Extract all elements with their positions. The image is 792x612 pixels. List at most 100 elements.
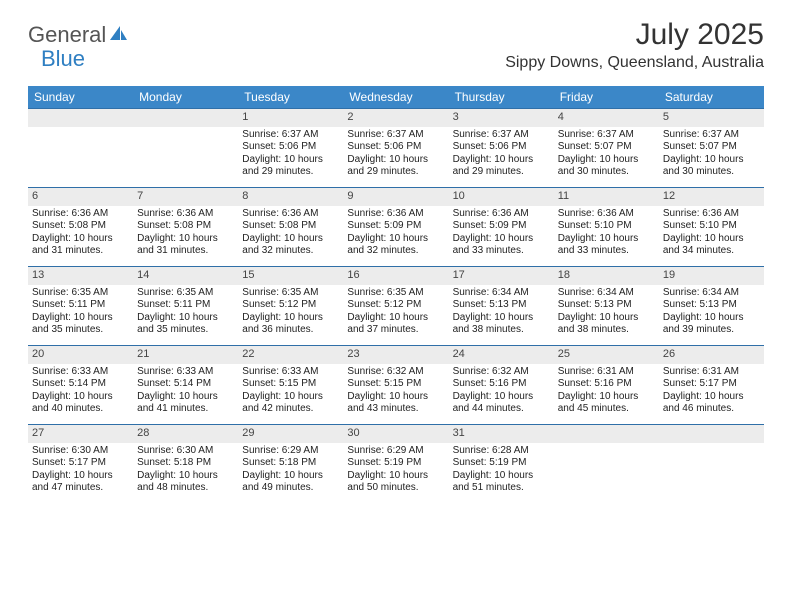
daylight-line: Daylight: 10 hours and 46 minutes. — [663, 391, 760, 416]
day-number: 4 — [554, 109, 659, 127]
sunrise-line: Sunrise: 6:37 AM — [347, 129, 444, 142]
calendar-cell: 4Sunrise: 6:37 AMSunset: 5:07 PMDaylight… — [554, 109, 659, 187]
sunrise-line: Sunrise: 6:37 AM — [453, 129, 550, 142]
sunrise-line: Sunrise: 6:31 AM — [558, 366, 655, 379]
sunset-line: Sunset: 5:13 PM — [453, 299, 550, 312]
sunrise-line: Sunrise: 6:31 AM — [663, 366, 760, 379]
daylight-line: Daylight: 10 hours and 38 minutes. — [453, 312, 550, 337]
day-number — [133, 109, 238, 127]
daylight-line: Daylight: 10 hours and 31 minutes. — [137, 233, 234, 258]
day-number: 11 — [554, 188, 659, 206]
daylight-line: Daylight: 10 hours and 44 minutes. — [453, 391, 550, 416]
sunrise-line: Sunrise: 6:36 AM — [137, 208, 234, 221]
day-number: 17 — [449, 267, 554, 285]
header: General Blue July 2025 Sippy Downs, Quee… — [0, 0, 792, 78]
sunrise-line: Sunrise: 6:32 AM — [347, 366, 444, 379]
daylight-line: Daylight: 10 hours and 29 minutes. — [347, 154, 444, 179]
daylight-line: Daylight: 10 hours and 43 minutes. — [347, 391, 444, 416]
cell-body: Sunrise: 6:37 AMSunset: 5:06 PMDaylight:… — [343, 127, 448, 183]
cell-body: Sunrise: 6:36 AMSunset: 5:10 PMDaylight:… — [659, 206, 764, 262]
daylight-line: Daylight: 10 hours and 41 minutes. — [137, 391, 234, 416]
sunset-line: Sunset: 5:06 PM — [347, 141, 444, 154]
calendar-cell: 31Sunrise: 6:28 AMSunset: 5:19 PMDayligh… — [449, 425, 554, 503]
calendar-cell — [133, 109, 238, 187]
day-number: 28 — [133, 425, 238, 443]
cell-body: Sunrise: 6:36 AMSunset: 5:08 PMDaylight:… — [28, 206, 133, 262]
day-number: 27 — [28, 425, 133, 443]
day-number: 12 — [659, 188, 764, 206]
sunset-line: Sunset: 5:19 PM — [347, 457, 444, 470]
sunset-line: Sunset: 5:09 PM — [453, 220, 550, 233]
calendar-cell: 26Sunrise: 6:31 AMSunset: 5:17 PMDayligh… — [659, 346, 764, 424]
daylight-line: Daylight: 10 hours and 48 minutes. — [137, 470, 234, 495]
sunset-line: Sunset: 5:15 PM — [242, 378, 339, 391]
day-header-row: SundayMondayTuesdayWednesdayThursdayFrid… — [28, 86, 764, 108]
sunset-line: Sunset: 5:11 PM — [137, 299, 234, 312]
sunset-line: Sunset: 5:13 PM — [558, 299, 655, 312]
day-number: 14 — [133, 267, 238, 285]
cell-body: Sunrise: 6:29 AMSunset: 5:19 PMDaylight:… — [343, 443, 448, 499]
sunset-line: Sunset: 5:17 PM — [32, 457, 129, 470]
calendar-cell: 3 Sunrise: 6:37 AMSunset: 5:06 PMDaylight… — [449, 109, 554, 187]
sunset-line: Sunset: 5:08 PM — [137, 220, 234, 233]
cell-body: Sunrise: 6:35 AMSunset: 5:12 PMDaylight:… — [238, 285, 343, 341]
day-header: Friday — [554, 86, 659, 108]
day-number: 7 — [133, 188, 238, 206]
sunrise-line: Sunrise: 6:34 AM — [663, 287, 760, 300]
sunrise-line: Sunrise: 6:36 AM — [242, 208, 339, 221]
daylight-line: Daylight: 10 hours and 30 minutes. — [558, 154, 655, 179]
calendar-cell: 7 Sunrise: 6:36 AMSunset: 5:08 PMDaylight… — [133, 188, 238, 266]
calendar-cell: 24Sunrise: 6:32 AMSunset: 5:16 PMDayligh… — [449, 346, 554, 424]
sunset-line: Sunset: 5:15 PM — [347, 378, 444, 391]
day-number: 9 — [343, 188, 448, 206]
day-number: 10 — [449, 188, 554, 206]
cell-body: Sunrise: 6:29 AMSunset: 5:18 PMDaylight:… — [238, 443, 343, 499]
sunrise-line: Sunrise: 6:29 AM — [347, 445, 444, 458]
daylight-line: Daylight: 10 hours and 47 minutes. — [32, 470, 129, 495]
sunset-line: Sunset: 5:06 PM — [453, 141, 550, 154]
day-header: Saturday — [659, 86, 764, 108]
daylight-line: Daylight: 10 hours and 29 minutes. — [453, 154, 550, 179]
cell-body: Sunrise: 6:28 AMSunset: 5:19 PMDaylight:… — [449, 443, 554, 499]
sunrise-line: Sunrise: 6:32 AM — [453, 366, 550, 379]
calendar-cell: 19Sunrise: 6:34 AMSunset: 5:13 PMDayligh… — [659, 267, 764, 345]
daylight-line: Daylight: 10 hours and 33 minutes. — [453, 233, 550, 258]
cell-body: Sunrise: 6:37 AMSunset: 5:07 PMDaylight:… — [659, 127, 764, 183]
daylight-line: Daylight: 10 hours and 37 minutes. — [347, 312, 444, 337]
day-number — [554, 425, 659, 443]
calendar-cell: 27Sunrise: 6:30 AMSunset: 5:17 PMDayligh… — [28, 425, 133, 503]
day-number: 3 — [449, 109, 554, 127]
daylight-line: Daylight: 10 hours and 36 minutes. — [242, 312, 339, 337]
day-number: 5 — [659, 109, 764, 127]
day-number: 29 — [238, 425, 343, 443]
sunset-line: Sunset: 5:17 PM — [663, 378, 760, 391]
sunset-line: Sunset: 5:10 PM — [558, 220, 655, 233]
day-header: Tuesday — [238, 86, 343, 108]
daylight-line: Daylight: 10 hours and 30 minutes. — [663, 154, 760, 179]
calendar-cell: 11Sunrise: 6:36 AMSunset: 5:10 PMDayligh… — [554, 188, 659, 266]
sunrise-line: Sunrise: 6:36 AM — [558, 208, 655, 221]
cell-body: Sunrise: 6:33 AMSunset: 5:15 PMDaylight:… — [238, 364, 343, 420]
calendar-cell: 2Sunrise: 6:37 AMSunset: 5:06 PMDaylight… — [343, 109, 448, 187]
sunset-line: Sunset: 5:06 PM — [242, 141, 339, 154]
sunset-line: Sunset: 5:16 PM — [453, 378, 550, 391]
sunrise-line: Sunrise: 6:33 AM — [32, 366, 129, 379]
calendar-cell: 18Sunrise: 6:34 AMSunset: 5:13 PMDayligh… — [554, 267, 659, 345]
daylight-line: Daylight: 10 hours and 35 minutes. — [32, 312, 129, 337]
calendar-cell: 23Sunrise: 6:32 AMSunset: 5:15 PMDayligh… — [343, 346, 448, 424]
sunrise-line: Sunrise: 6:28 AM — [453, 445, 550, 458]
sunset-line: Sunset: 5:12 PM — [242, 299, 339, 312]
day-number — [659, 425, 764, 443]
calendar-week: 6Sunrise: 6:36 AMSunset: 5:08 PMDaylight… — [28, 187, 764, 266]
day-number: 1 — [238, 109, 343, 127]
day-header: Wednesday — [343, 86, 448, 108]
sunrise-line: Sunrise: 6:37 AM — [663, 129, 760, 142]
cell-body: Sunrise: 6:31 AMSunset: 5:16 PMDaylight:… — [554, 364, 659, 420]
sunset-line: Sunset: 5:11 PM — [32, 299, 129, 312]
month-title: July 2025 — [28, 18, 764, 52]
calendar-cell — [554, 425, 659, 503]
sunrise-line: Sunrise: 6:36 AM — [663, 208, 760, 221]
sunrise-line: Sunrise: 6:35 AM — [347, 287, 444, 300]
calendar-weeks: 1Sunrise: 6:37 AMSunset: 5:06 PMDaylight… — [28, 108, 764, 503]
sunrise-line: Sunrise: 6:36 AM — [453, 208, 550, 221]
